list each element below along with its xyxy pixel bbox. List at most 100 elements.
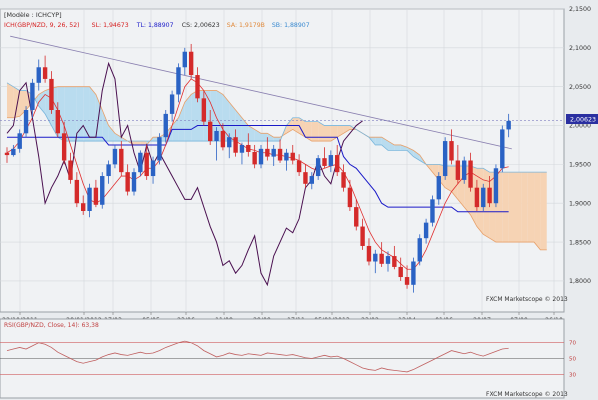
- cloud-segment: [527, 172, 535, 243]
- rsi-series: 70 50 30: [0, 341, 576, 378]
- y-tick-label: 2,0000: [569, 123, 591, 130]
- candle-body: [55, 110, 60, 134]
- candle-body: [188, 51, 194, 76]
- cloud-segment: [114, 133, 122, 142]
- cloud-segment: [13, 86, 20, 118]
- cloud-segment: [89, 86, 96, 142]
- cloud-segment: [324, 125, 331, 142]
- candle-body: [81, 203, 86, 211]
- candle-body: [49, 78, 54, 110]
- rsi-level-label: 50: [569, 357, 576, 363]
- legend: ICH(GBP/NZD, 9, 26, 52) SL: 1,94673 TL: 1,…: [4, 22, 310, 29]
- cloud-segment: [108, 125, 115, 142]
- cloud-segment: [267, 133, 274, 142]
- candle-body: [398, 266, 403, 278]
- candle-body: [455, 160, 461, 180]
- cloud-segment: [311, 121, 319, 142]
- cloud-segment: [540, 172, 547, 250]
- cloud-segment: [400, 144, 408, 151]
- candle-body: [74, 179, 80, 204]
- candle-body: [61, 133, 67, 161]
- candle-body: [100, 176, 105, 205]
- legend-entry: SA: 1,9179B: [227, 22, 265, 29]
- y-axis-labels: 2,1500 2,1000 2,0500 2,0000 1,9500 1,9000 1,85…: [569, 6, 591, 285]
- candle-body: [144, 152, 149, 177]
- candle-body: [347, 187, 353, 208]
- candle-body: [411, 261, 416, 285]
- candle-body: [290, 152, 295, 161]
- candle-body: [163, 113, 168, 138]
- senkou-span-a: [7, 86, 547, 251]
- legend-entry: SB: 1,88907: [272, 22, 310, 29]
- candle-body: [487, 187, 492, 204]
- candle-body: [208, 121, 213, 142]
- legend-entry: CS: 2,00623: [182, 22, 220, 29]
- candle-body: [277, 148, 283, 161]
- y-tick-label: 2,1000: [569, 45, 591, 52]
- candle-body: [227, 137, 232, 148]
- candle-body: [335, 155, 340, 173]
- cloud-segment: [102, 110, 109, 142]
- legend-entry: ICH(GBP/NZD, 9, 26, 52): [4, 22, 80, 29]
- cloud-segment: [483, 168, 490, 239]
- candle-body: [296, 160, 302, 173]
- candle-body: [182, 51, 187, 68]
- candle-body: [328, 155, 334, 166]
- cloud-segment: [222, 94, 230, 142]
- candle-body: [481, 187, 486, 208]
- y-tick-label: 1,9000: [569, 200, 591, 207]
- candle-body: [474, 187, 480, 208]
- cloud-segment: [64, 86, 71, 142]
- candle-body: [169, 94, 175, 114]
- chart-title: [Modèle : ICHCYP]: [4, 11, 62, 19]
- candle-body: [373, 253, 378, 262]
- candle-body: [4, 152, 10, 156]
- main-watermark: FXCM Marketscope © 2013: [486, 296, 568, 303]
- candle-body: [315, 158, 321, 177]
- candle-body: [493, 168, 499, 204]
- candle-body: [442, 141, 448, 177]
- candle-body: [233, 137, 238, 153]
- cloud-segment: [178, 102, 185, 142]
- y-tick-label: 1,8000: [569, 278, 591, 285]
- candle-body: [430, 199, 435, 223]
- candle-body: [271, 148, 276, 157]
- candle-body: [322, 158, 327, 166]
- candle-body: [354, 207, 359, 227]
- cloud-segment: [216, 90, 223, 142]
- legend-entry: TL: 1,88907: [136, 22, 174, 29]
- candle-body: [341, 172, 346, 188]
- candle-body: [506, 120, 511, 130]
- candle-body: [385, 256, 391, 264]
- cloud-segment: [515, 172, 522, 243]
- candle-body: [239, 144, 245, 153]
- cloud-segment: [273, 137, 281, 142]
- cloud-segment: [388, 141, 395, 151]
- candle-body: [404, 277, 410, 285]
- y-tick-label: 1,9500: [569, 162, 591, 169]
- candle-body: [436, 176, 441, 200]
- cloud-segment: [343, 125, 350, 134]
- candle-body: [93, 187, 99, 205]
- candle-body: [201, 98, 207, 122]
- cloud-segment: [305, 121, 312, 142]
- cloud-segment: [534, 172, 541, 250]
- cloud-segment: [299, 117, 306, 138]
- cloud-segment: [413, 150, 420, 161]
- y-tick-label: 1,8500: [569, 239, 591, 246]
- candle-body: [138, 152, 143, 173]
- cloud-segment: [394, 144, 401, 151]
- cloud-segment: [83, 86, 90, 142]
- candle-body: [252, 151, 257, 165]
- current-price-label: 2,00623: [570, 117, 596, 124]
- cloud-segment: [248, 125, 255, 142]
- cloud-segment: [502, 172, 509, 243]
- candle-body: [246, 144, 251, 152]
- cloud-segment: [508, 172, 515, 243]
- candle-body: [265, 148, 270, 157]
- candle-body: [462, 160, 467, 180]
- candle-body: [87, 187, 92, 211]
- candle-body: [392, 256, 397, 267]
